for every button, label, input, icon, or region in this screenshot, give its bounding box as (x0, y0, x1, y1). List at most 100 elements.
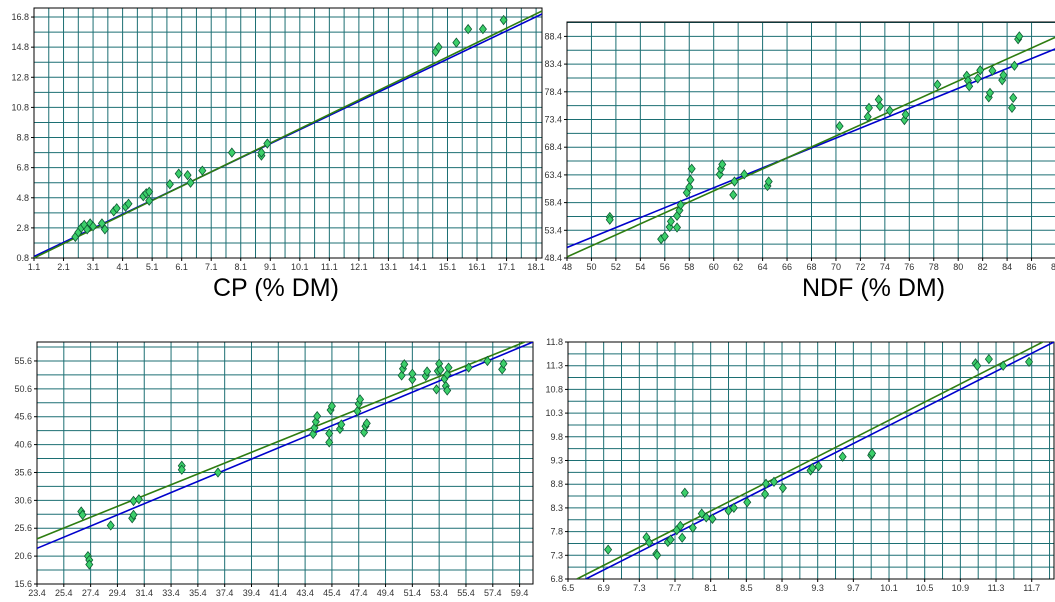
chart-ndf-svg: 48 50 52 54 56 58 60 62 64 66 68 70 72 74 76 78 80 82 84 86… (544, 21, 1055, 272)
x-tick-label: 9.7 (847, 583, 860, 593)
x-tick-label: 10.1 (880, 583, 898, 593)
data-point (83, 224, 92, 235)
x-tick-label: 58 (684, 262, 694, 272)
x-tick-label: 88 (1051, 262, 1055, 272)
x-tick-label: 23.4 (28, 588, 46, 598)
fit-line-green (576, 342, 1045, 579)
x-tick-label: 82 (978, 262, 988, 272)
data-point (965, 81, 974, 92)
data-point (718, 159, 727, 170)
data-point (660, 231, 669, 242)
x-tick-label: 7.3 (633, 583, 646, 593)
data-point (666, 216, 675, 227)
x-tick-label: 53.4 (430, 588, 448, 598)
fit-line-blue (37, 342, 533, 550)
x-axis-ticks: 23.4 25.4 27.4 29.4 31.4 33.4 35.4 37.4 39.4 41.4… (28, 584, 528, 598)
fit-lines (567, 36, 1055, 258)
data-point (85, 559, 94, 570)
x-tick-label: 49.4 (377, 588, 395, 598)
data-point (100, 224, 109, 235)
chart-cp-svg: 1.1 2.1 3.1 4.1 5.1 6.1 7.1 8.1 9.1 10.1 11.1 12.1 1… (11, 7, 545, 272)
data-point (875, 101, 884, 112)
y-tick-label: 12.8 (11, 72, 29, 82)
data-point (174, 168, 183, 179)
x-tick-label: 70 (831, 262, 841, 272)
x-tick-label: 10.9 (952, 583, 970, 593)
x-tick-label: 37.4 (216, 588, 234, 598)
y-tick-label: 16.8 (11, 12, 29, 22)
data-point (973, 360, 982, 371)
data-point (835, 120, 844, 132)
chart-panel4-svg: 6.5 6.9 7.3 7.7 8.1 8.5 8.9 9.3 9.7 10.1 10.5 10.9 1… (545, 337, 1055, 593)
data-point (129, 495, 138, 507)
fit-line-blue (567, 48, 1055, 249)
fit-line-green (34, 10, 542, 258)
data-point (423, 366, 432, 377)
data-point (325, 428, 334, 439)
data-point (434, 42, 443, 53)
grid-lines (36, 342, 533, 585)
x-tick-label: 64 (758, 262, 768, 272)
data-point (1009, 92, 1018, 104)
x-tick-label: 8.9 (776, 583, 789, 593)
x-tick-label: 60 (709, 262, 719, 272)
x-tick-label: 4.1 (116, 262, 129, 272)
data-point (134, 494, 143, 505)
y-tick-label: 25.6 (14, 523, 32, 533)
y-tick-label: 30.6 (14, 495, 32, 505)
x-axis-ticks: 1.1 2.1 3.1 4.1 5.1 6.1 7.1 8.1 9.1 10.1 11.1 12.1 1… (28, 258, 545, 272)
y-tick-label: 7.3 (550, 550, 563, 560)
x-tick-label: 13.1 (380, 262, 398, 272)
data-point (769, 476, 778, 487)
y-tick-label: 40.6 (14, 440, 32, 450)
y-axis-ticks: 6.8 7.3 7.8 8.3 8.8 9.3 9.8 10.3 10.8 11.3 11.8 (545, 337, 568, 584)
data-point (436, 364, 445, 376)
y-axis-ticks: 15.6 20.6 25.6 30.6 35.6 40.6 45.6 50.6 55.6 (14, 356, 37, 589)
y-tick-label: 58.4 (544, 198, 562, 208)
x-tick-label: 11.7 (1023, 583, 1040, 593)
x-tick-label: 84 (1002, 262, 1012, 272)
x-tick-label: 68 (806, 262, 816, 272)
data-point (729, 502, 738, 514)
data-point (686, 174, 695, 186)
data-point (985, 87, 994, 99)
data-point (973, 73, 982, 84)
x-tick-label: 41.4 (270, 588, 288, 598)
x-axis-ticks: 48 50 52 54 56 58 60 62 64 66 68 70 72 74 76 78 80 82 84 86… (562, 258, 1055, 272)
y-tick-label: 73.4 (544, 115, 562, 125)
data-point (452, 37, 461, 48)
data-point (724, 505, 733, 516)
x-tick-label: 6.1 (175, 262, 188, 272)
y-tick-label: 6.8 (550, 574, 563, 584)
x-tick-label: 27.4 (82, 588, 100, 598)
data-point (464, 23, 473, 35)
y-tick-label: 8.8 (16, 133, 29, 143)
data-point (743, 497, 752, 508)
data-point (1010, 60, 1019, 71)
x-tick-label: 50 (586, 262, 596, 272)
x-tick-label: 15.1 (439, 262, 457, 272)
chart-ndf-xlabel: NDF (% DM) (802, 274, 946, 302)
data-point (685, 181, 694, 193)
chart-cp: 1.1 2.1 3.1 4.1 5.1 6.1 7.1 8.1 9.1 10.1 11.1 12.1 1… (0, 0, 545, 320)
data-point (676, 520, 685, 532)
y-tick-label: 15.6 (14, 579, 32, 589)
y-tick-label: 0.8 (16, 253, 29, 263)
data-point (764, 176, 773, 187)
data-point (863, 111, 872, 122)
x-tick-label: 8.1 (234, 262, 247, 272)
y-axis-ticks: 0.8 2.8 4.8 6.8 8.8 10.8 12.8 14.8 16.8 (11, 12, 34, 263)
x-tick-label: 72 (855, 262, 865, 272)
data-point (687, 163, 696, 174)
data-point (761, 478, 770, 489)
fit-line-green (37, 342, 527, 540)
y-tick-label: 14.8 (11, 42, 29, 52)
data-point (605, 214, 614, 225)
x-tick-label: 1.1 (28, 262, 41, 272)
x-tick-label: 10.1 (291, 262, 309, 272)
x-tick-label: 56 (660, 262, 670, 272)
y-tick-label: 68.4 (544, 142, 562, 152)
x-tick-label: 35.4 (189, 588, 207, 598)
x-tick-label: 45.4 (323, 588, 341, 598)
data-point (604, 544, 613, 555)
